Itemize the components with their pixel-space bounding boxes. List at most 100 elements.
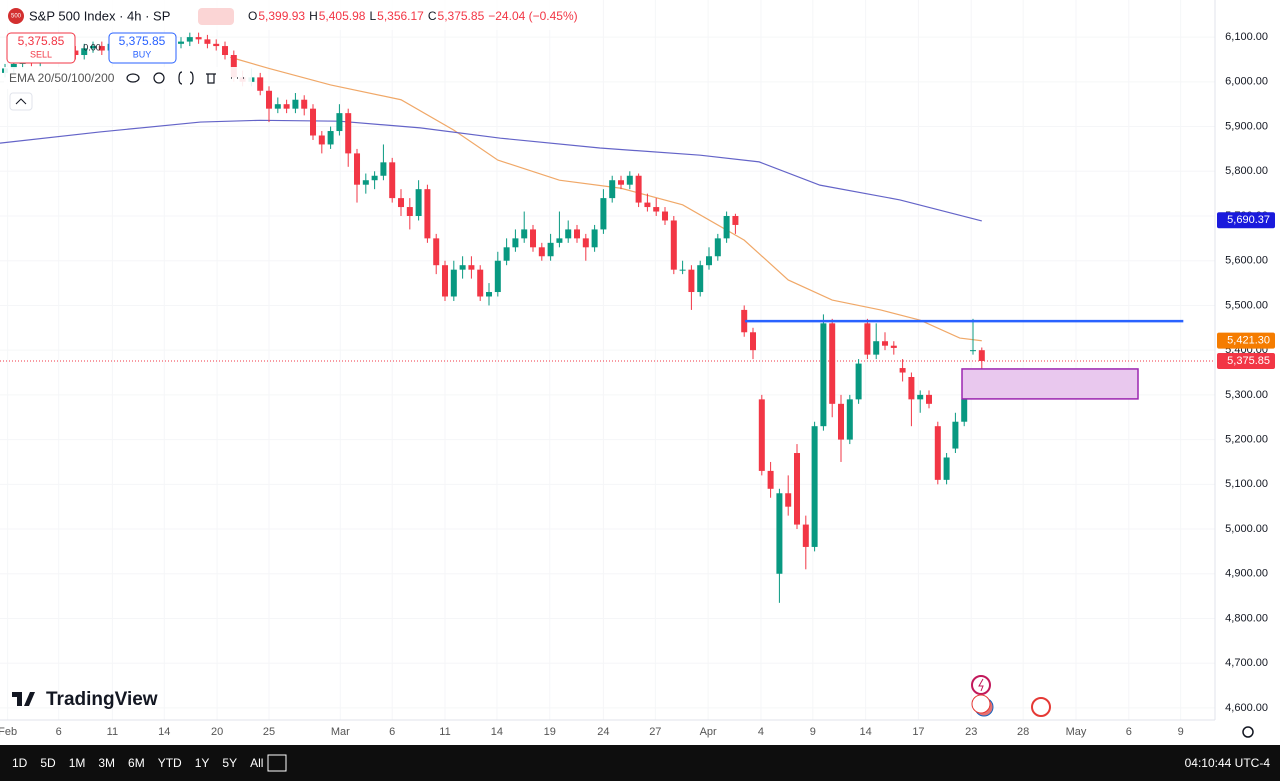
date-range-button[interactable] — [267, 754, 287, 772]
candle-body — [662, 211, 669, 221]
ohlc-key: C — [428, 9, 437, 23]
x-tick-label: 14 — [491, 726, 503, 738]
x-tick-label: 19 — [544, 726, 556, 738]
candle-body — [345, 113, 352, 154]
sell-price: 5,375.85 — [18, 34, 65, 48]
range-button[interactable]: 5Y — [222, 756, 237, 770]
buy-label: BUY — [133, 49, 152, 59]
candle-body — [380, 162, 387, 176]
candle-body — [336, 113, 343, 132]
y-tick-label: 4,700.00 — [1225, 657, 1268, 669]
candle-body — [538, 247, 545, 257]
range-button[interactable]: 1Y — [195, 756, 210, 770]
range-button[interactable]: YTD — [158, 756, 182, 770]
x-tick-label: 14 — [158, 726, 170, 738]
candle-body — [415, 189, 422, 216]
candle-body — [802, 524, 809, 547]
ohlc-value: 5,399.93 — [258, 9, 305, 23]
candle-body — [829, 323, 836, 404]
indicator: EMA 20/50/100/200 — [9, 71, 115, 85]
candle-body — [274, 104, 281, 109]
candle-body — [521, 229, 528, 239]
y-tick-label: 6,000.00 — [1225, 76, 1268, 88]
candle-body — [670, 220, 677, 270]
x-tick-label: 17 — [912, 726, 924, 738]
status-icons[interactable] — [198, 8, 234, 25]
x-tick-label: Feb — [0, 726, 17, 738]
brand: TradingView — [46, 689, 158, 710]
candle-body — [512, 238, 519, 248]
candle-body — [433, 238, 440, 266]
candle-body — [186, 37, 193, 42]
price-label: 5,375.85 — [1227, 355, 1270, 367]
y-tick-label: 5,500.00 — [1225, 299, 1268, 311]
x-tick-label: 14 — [860, 726, 872, 738]
candle-body — [574, 229, 581, 239]
candle-body — [600, 198, 607, 230]
zone-rectangle[interactable] — [961, 368, 1139, 400]
candle-body — [688, 269, 695, 293]
candle-body — [389, 162, 396, 199]
candle-body — [556, 238, 563, 243]
candle-body — [266, 90, 273, 109]
event-icons — [971, 675, 1051, 717]
candle-body — [486, 292, 493, 297]
candle-body — [301, 99, 308, 109]
ohlc-legend: O 5,399.93 H 5,405.98 L 5,356.17 C 5,375.85 −24.… — [248, 9, 578, 23]
candle-body — [450, 269, 457, 297]
range-button[interactable]: 6M — [128, 756, 145, 770]
candle-body — [626, 175, 633, 185]
x-tick-label: 27 — [649, 726, 661, 738]
sell-button[interactable] — [6, 32, 76, 64]
range-button[interactable]: 1D — [12, 756, 28, 770]
candle-body — [292, 99, 299, 109]
y-tick-label: 4,800.00 — [1225, 612, 1268, 624]
settings-icon[interactable] — [1242, 726, 1254, 738]
ema-line — [0, 119, 982, 222]
x-tick-label: Mar — [331, 726, 350, 738]
candle-body — [318, 135, 325, 145]
y-tick-label: 5,000.00 — [1225, 523, 1268, 535]
range-button[interactable]: 5D — [40, 756, 56, 770]
indicator-tools[interactable] — [126, 71, 244, 85]
candle-body — [741, 309, 748, 333]
brand-logo: TradingView — [12, 689, 158, 710]
range-button[interactable]: 1M — [69, 756, 86, 770]
ohlc-key: O — [248, 9, 257, 23]
range-button[interactable]: All — [250, 756, 263, 770]
clock: 04:10:44 UTC-4 — [1185, 756, 1271, 770]
candle-body — [785, 493, 792, 507]
buy-button[interactable] — [108, 32, 177, 64]
candle-body — [838, 403, 845, 440]
price-label: 5,421.30 — [1227, 335, 1270, 347]
x-tick-label: May — [1066, 726, 1087, 738]
ema-line — [230, 56, 982, 342]
candle-body — [697, 265, 704, 293]
candle-body — [195, 37, 202, 40]
range-button[interactable]: 3M — [98, 756, 115, 770]
ohlc-value: 5,375.85 — [438, 9, 485, 23]
collapse-button[interactable] — [9, 92, 33, 111]
candle-body — [644, 202, 651, 208]
price-label-bg — [1217, 212, 1275, 229]
x-tick-label: 6 — [389, 726, 395, 738]
y-tick-label: 4,600.00 — [1225, 702, 1268, 714]
candle-body — [846, 399, 853, 440]
candle-body — [327, 131, 334, 145]
candle-body — [178, 41, 185, 44]
y-tick-label: 5,300.00 — [1225, 389, 1268, 401]
candle-body — [10, 63, 17, 69]
symbol-badge — [8, 8, 24, 24]
candle-body — [776, 493, 783, 574]
candle-body — [230, 55, 237, 78]
price-label-bg — [1217, 332, 1275, 349]
y-tick-label: 6,100.00 — [1225, 31, 1268, 43]
candle-body — [354, 153, 361, 185]
candle-body — [978, 350, 985, 361]
x-tick-label: 11 — [439, 726, 450, 738]
candle-body — [494, 260, 501, 293]
ohlc-value: 5,356.17 — [377, 9, 424, 23]
x-tick-label: 20 — [211, 726, 223, 738]
